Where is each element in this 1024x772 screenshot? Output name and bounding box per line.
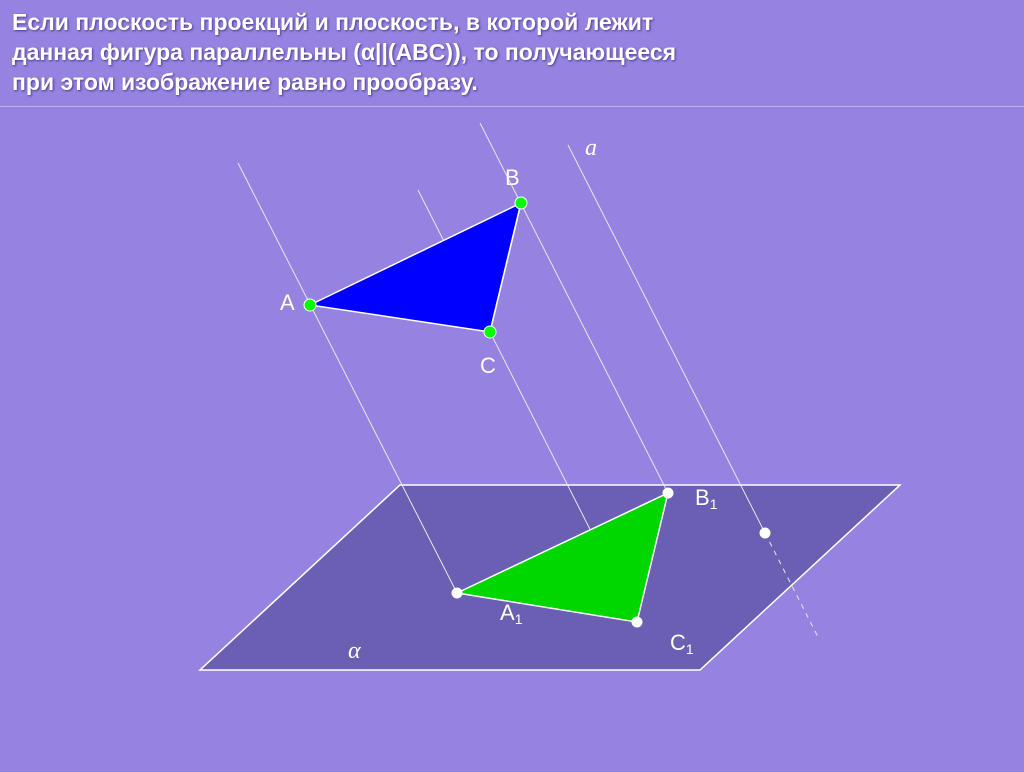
label-line-a: a (585, 135, 597, 161)
diagram-svg: A B C A1 B1 C1 a α (0, 115, 1024, 767)
header-line-2: данная фигура параллельны (α||(ABC)), то… (12, 39, 676, 65)
geometry-diagram: A B C A1 B1 C1 a α (0, 115, 1024, 767)
label-A: A (280, 290, 295, 315)
label-C: C (480, 353, 496, 378)
header-text: Если плоскость проекций и плоскость, в к… (0, 0, 1024, 107)
header-line-1: Если плоскость проекций и плоскость, в к… (12, 9, 653, 35)
header-line-3: при этом изображение равно прообразу. (12, 69, 478, 95)
triangle-original (310, 203, 521, 332)
label-B: B (505, 165, 520, 190)
label-plane-alpha: α (348, 638, 361, 664)
